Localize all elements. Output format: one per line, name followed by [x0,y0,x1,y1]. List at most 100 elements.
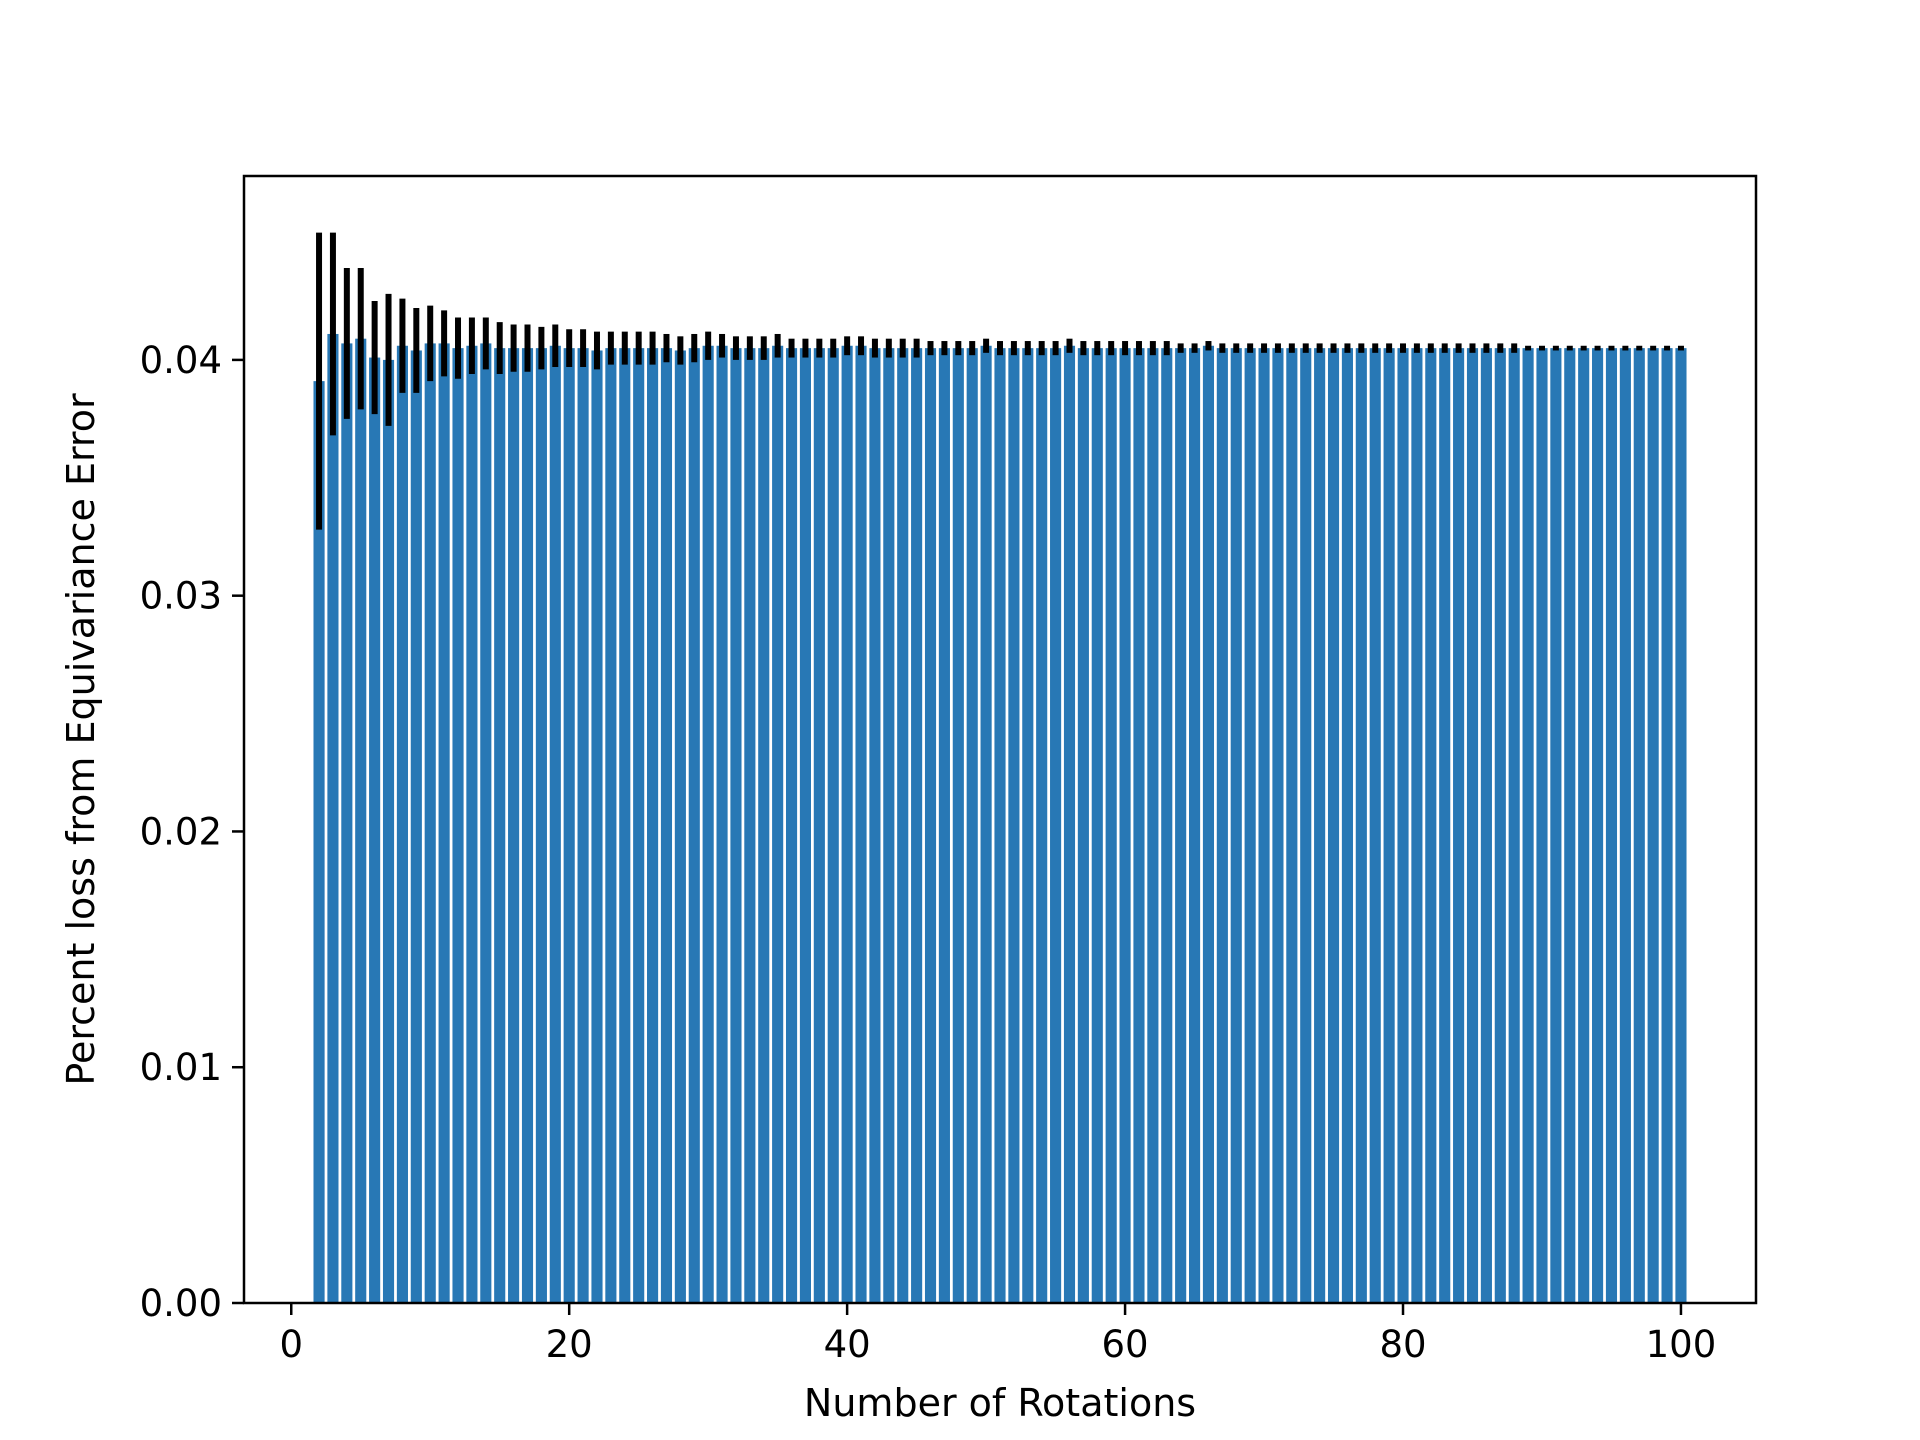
y-tick-label: 0.01 [140,1046,222,1089]
bar [1036,348,1048,1303]
bar [1550,348,1562,1303]
bar [1508,348,1520,1303]
bar [1453,348,1465,1303]
bar [633,348,645,1303]
bar [799,348,811,1303]
bar [841,345,853,1303]
bar [744,348,756,1303]
y-axis-ticks: 0.00 0.01 0.02 0.03 0.04 [140,339,244,1325]
bar [1439,348,1451,1303]
bar [521,348,534,1303]
bar [1592,348,1604,1303]
bar [980,345,992,1303]
bar [1619,348,1631,1303]
error-bars-group [316,232,1684,530]
bar [1286,348,1298,1303]
bar [1564,348,1576,1303]
bar [1091,348,1103,1303]
bar [480,343,492,1303]
y-axis-label: Percent loss from Equivariance Error [59,393,103,1086]
bar [647,348,659,1303]
bar [438,343,450,1303]
y-tick-label: 0.00 [140,1282,222,1325]
bar [1258,348,1270,1303]
bar [1480,348,1492,1303]
bar [1578,348,1590,1303]
x-axis-label: Number of Rotations [804,1381,1196,1425]
bar [1244,348,1256,1303]
bar [827,348,839,1303]
bar [591,350,603,1304]
bar [1355,348,1367,1303]
x-tick-label: 20 [546,1323,593,1366]
bar [341,343,353,1303]
bar [1063,345,1076,1303]
bar [688,348,700,1303]
bar [855,345,867,1303]
y-tick-label: 0.03 [140,575,222,618]
bar [535,348,547,1303]
bar [660,348,673,1303]
bar [1133,348,1145,1303]
bar [772,345,784,1303]
bar [563,348,575,1303]
axes-frame [242,174,1758,1305]
bar [494,348,506,1303]
bar [869,348,881,1303]
bar [813,348,825,1303]
bar [1633,348,1645,1303]
bar [1300,348,1312,1303]
bar [466,345,478,1303]
bar [1466,348,1479,1303]
bar [897,348,909,1303]
bar [1536,348,1548,1303]
bar [1327,348,1340,1303]
bar [1661,348,1673,1303]
bar [327,333,339,1304]
bar [911,348,923,1303]
bar [355,338,367,1303]
bar [1230,348,1242,1303]
bar [758,348,770,1303]
bar [313,381,325,1303]
bar [1314,348,1326,1303]
bar [952,348,964,1303]
bar [924,348,937,1303]
bar [382,359,395,1303]
bar [577,348,589,1303]
bar [785,348,798,1303]
bar [508,348,520,1303]
bar [605,348,617,1303]
bar [1383,348,1395,1303]
bar [1119,348,1131,1303]
bar [1008,348,1020,1303]
bar [1189,348,1201,1303]
x-axis-ticks: 0 20 40 60 80 100 [279,1303,1716,1366]
bar [1397,348,1409,1303]
x-tick-label: 80 [1379,1323,1426,1366]
bar [702,345,714,1303]
bars-group [313,333,1687,1304]
bar [1022,348,1034,1303]
x-tick-label: 40 [824,1323,871,1366]
bar [883,348,895,1303]
y-tick-label: 0.02 [140,810,222,853]
bar [396,345,408,1303]
x-tick-label: 60 [1102,1323,1149,1366]
bar [938,348,950,1303]
bar [549,345,561,1303]
bar [452,348,464,1303]
bar [1175,348,1187,1303]
bar [1147,348,1159,1303]
bar [1647,348,1659,1303]
bar [1425,348,1437,1303]
bar [1675,348,1687,1303]
bar [966,348,978,1303]
bar [674,350,686,1304]
bar [1411,348,1423,1303]
bar [1605,348,1618,1303]
bar [730,348,742,1303]
x-tick-label: 0 [279,1323,303,1366]
x-tick-label: 100 [1646,1323,1717,1366]
